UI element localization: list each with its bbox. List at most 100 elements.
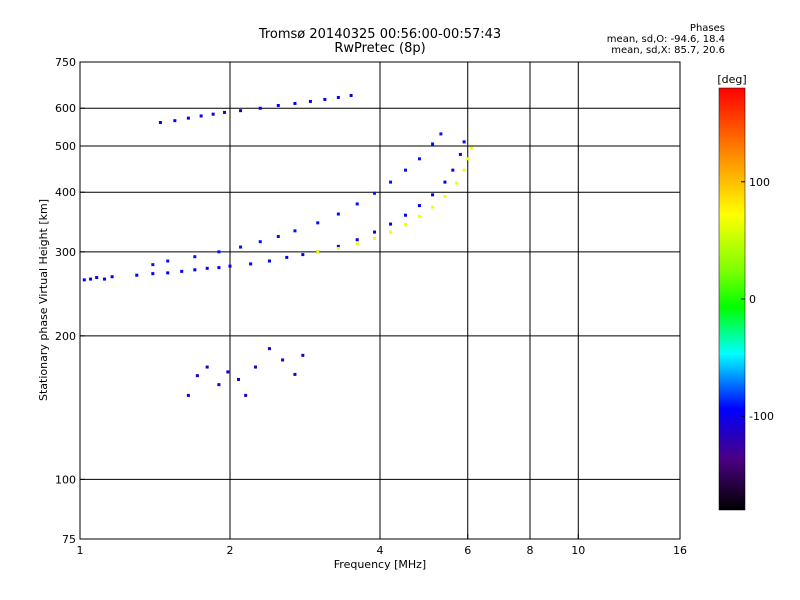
colorbar-label: [deg]: [717, 73, 746, 86]
echo-point: [389, 180, 393, 184]
colorbar: [718, 87, 746, 511]
echo-point: [103, 277, 107, 281]
echo-point: [135, 273, 139, 277]
echo-point: [431, 142, 435, 146]
echo-point: [89, 277, 93, 281]
echo-point: [316, 250, 320, 254]
echo-point: [249, 262, 253, 266]
echo-point: [281, 358, 285, 362]
echo-point: [373, 191, 377, 195]
echo-point: [466, 157, 470, 161]
echo-point: [293, 372, 297, 376]
echo-point: [443, 180, 447, 184]
x-tick-label: 4: [377, 544, 384, 557]
echo-point: [431, 205, 435, 209]
y-tick-label: 75: [62, 533, 76, 546]
echo-point: [258, 106, 262, 110]
echo-point: [173, 119, 177, 123]
echo-point: [180, 269, 184, 273]
echo-point: [267, 347, 271, 351]
echo-point: [293, 101, 297, 105]
echo-point: [276, 103, 280, 107]
echo-point: [458, 152, 462, 156]
echo-point: [349, 94, 353, 98]
echo-point: [462, 168, 466, 172]
echo-point: [244, 393, 248, 397]
echo-point: [301, 353, 305, 357]
y-tick-label: 300: [55, 246, 76, 259]
echo-point: [239, 109, 243, 113]
echo-point: [186, 116, 190, 120]
y-tick-label: 600: [55, 102, 76, 115]
x-tick-label: 16: [673, 544, 687, 557]
echo-point: [211, 112, 215, 116]
y-tick-label: 400: [55, 186, 76, 199]
echo-point: [193, 255, 197, 259]
echo-point: [403, 168, 407, 172]
echo-point: [417, 157, 421, 161]
echo-point: [158, 121, 162, 125]
echo-point: [267, 259, 271, 263]
x-tick-label: 10: [571, 544, 585, 557]
echo-point: [205, 266, 209, 270]
echo-point: [276, 235, 280, 239]
phase-stats-o: mean, sd,O: -94.6, 18.4: [606, 34, 725, 45]
echo-point: [336, 244, 340, 248]
echo-point: [195, 374, 199, 378]
echo-point: [403, 223, 407, 227]
echo-point: [389, 230, 393, 234]
colorbar-tick-label: 0: [749, 293, 756, 306]
phases-heading: Phases: [689, 23, 725, 34]
x-tick-label: 1: [77, 544, 84, 557]
echo-point: [301, 253, 305, 257]
echo-point: [469, 146, 473, 150]
echo-point: [431, 193, 435, 197]
echo-point: [355, 242, 359, 246]
echo-point: [236, 377, 240, 381]
echo-point: [239, 245, 243, 249]
echo-point: [373, 236, 377, 240]
echo-point: [403, 213, 407, 217]
x-tick-label: 8: [527, 544, 534, 557]
chart-subtitle: RwPretec (8p): [334, 41, 426, 56]
echo-point: [462, 140, 466, 144]
echo-point: [151, 263, 155, 267]
echo-point: [226, 370, 230, 374]
echo-point: [336, 212, 340, 216]
y-tick-label: 200: [55, 330, 76, 343]
echo-point: [451, 168, 455, 172]
echo-point: [336, 246, 340, 250]
echo-point: [389, 222, 393, 226]
echo-point: [223, 110, 227, 114]
echo-point: [186, 393, 190, 397]
colorbar-tick-label: -100: [749, 410, 774, 423]
echo-point: [455, 181, 459, 185]
echo-point: [417, 214, 421, 218]
echo-point: [308, 99, 312, 103]
echo-point: [217, 250, 221, 254]
echo-point: [439, 132, 443, 136]
echo-point: [95, 276, 99, 280]
echo-point: [217, 266, 221, 270]
echo-point: [373, 230, 377, 234]
echo-point: [228, 264, 232, 268]
x-tick-label: 2: [227, 544, 234, 557]
echo-point: [253, 365, 257, 369]
echo-point: [285, 255, 289, 259]
echo-point: [258, 240, 262, 244]
echo-point: [193, 268, 197, 272]
echo-point: [151, 272, 155, 276]
echo-point: [355, 202, 359, 206]
echo-point: [217, 383, 221, 387]
y-tick-label: 100: [55, 473, 76, 486]
phase-stats-x: mean, sd,X: 85.7, 20.6: [611, 45, 725, 56]
echo-point: [166, 271, 170, 275]
echo-point: [166, 259, 170, 263]
x-axis-label: Frequency [MHz]: [334, 558, 426, 571]
colorbar-tick-label: 100: [749, 176, 770, 189]
x-tick-label: 6: [464, 544, 471, 557]
echo-point: [443, 194, 447, 198]
y-tick-label: 750: [55, 56, 76, 69]
echo-point: [316, 221, 320, 225]
